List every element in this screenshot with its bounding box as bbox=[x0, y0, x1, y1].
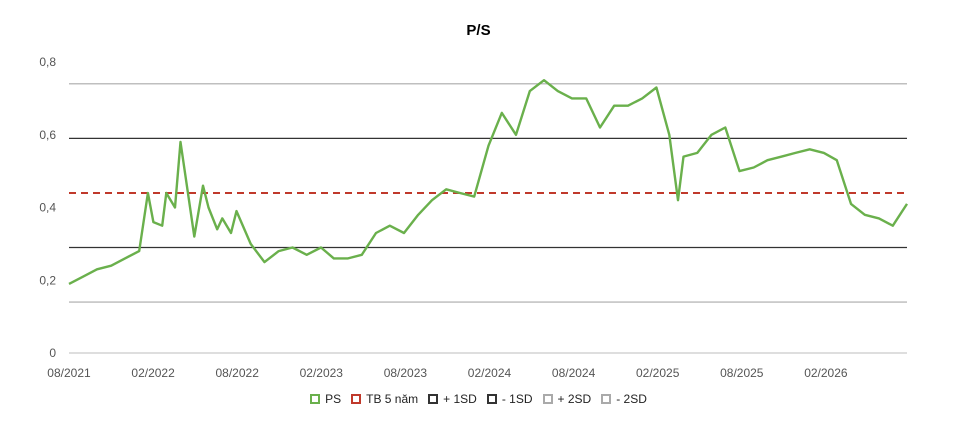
legend-label: PS bbox=[325, 392, 342, 406]
x-tick-label: 02/2026 bbox=[804, 366, 848, 380]
x-tick-label: 02/2024 bbox=[468, 366, 512, 380]
legend-item[interactable]: PS bbox=[310, 392, 341, 406]
y-tick-label: 0,6 bbox=[39, 128, 56, 142]
legend-item[interactable]: + 1SD bbox=[428, 392, 477, 406]
x-tick-label: 08/2021 bbox=[47, 366, 91, 380]
y-tick-label: 0,2 bbox=[39, 273, 56, 287]
x-tick-label: 02/2023 bbox=[300, 366, 344, 380]
legend-swatch bbox=[310, 394, 321, 404]
chart-title: P/S bbox=[466, 22, 491, 39]
legend-item[interactable]: + 2SD bbox=[542, 392, 592, 406]
y-tick-label: 0,8 bbox=[39, 55, 56, 69]
x-tick-label: 08/2023 bbox=[384, 366, 428, 380]
legend-swatch bbox=[351, 394, 362, 404]
x-tick-label: 02/2022 bbox=[131, 366, 175, 380]
legend-item[interactable]: TB 5 năm bbox=[351, 392, 418, 406]
y-tick-label: 0,4 bbox=[39, 201, 56, 215]
legend-label: + 2SD bbox=[557, 392, 592, 406]
ps-series-line bbox=[68, 78, 909, 285]
legend-label: - 2SD bbox=[616, 392, 647, 406]
x-tick-label: 08/2024 bbox=[552, 366, 596, 380]
legend: PS TB 5 năm + 1SD - 1SD + 2SD - 2SD bbox=[0, 392, 957, 406]
legend-label: - 1SD bbox=[501, 392, 533, 406]
x-tick-label: 02/2025 bbox=[636, 366, 680, 380]
legend-swatch bbox=[601, 394, 612, 404]
legend-item[interactable]: - 2SD bbox=[601, 392, 647, 406]
y-tick-label: 0 bbox=[49, 346, 56, 360]
x-tick-label: 08/2025 bbox=[720, 366, 764, 380]
legend-item[interactable]: - 1SD bbox=[486, 392, 533, 406]
legend-swatch bbox=[428, 394, 439, 404]
legend-label: TB 5 năm bbox=[366, 392, 419, 406]
x-tick-label: 08/2022 bbox=[216, 366, 260, 380]
legend-swatch bbox=[486, 394, 497, 404]
legend-label: + 1SD bbox=[443, 392, 477, 406]
legend-swatch bbox=[542, 394, 553, 404]
